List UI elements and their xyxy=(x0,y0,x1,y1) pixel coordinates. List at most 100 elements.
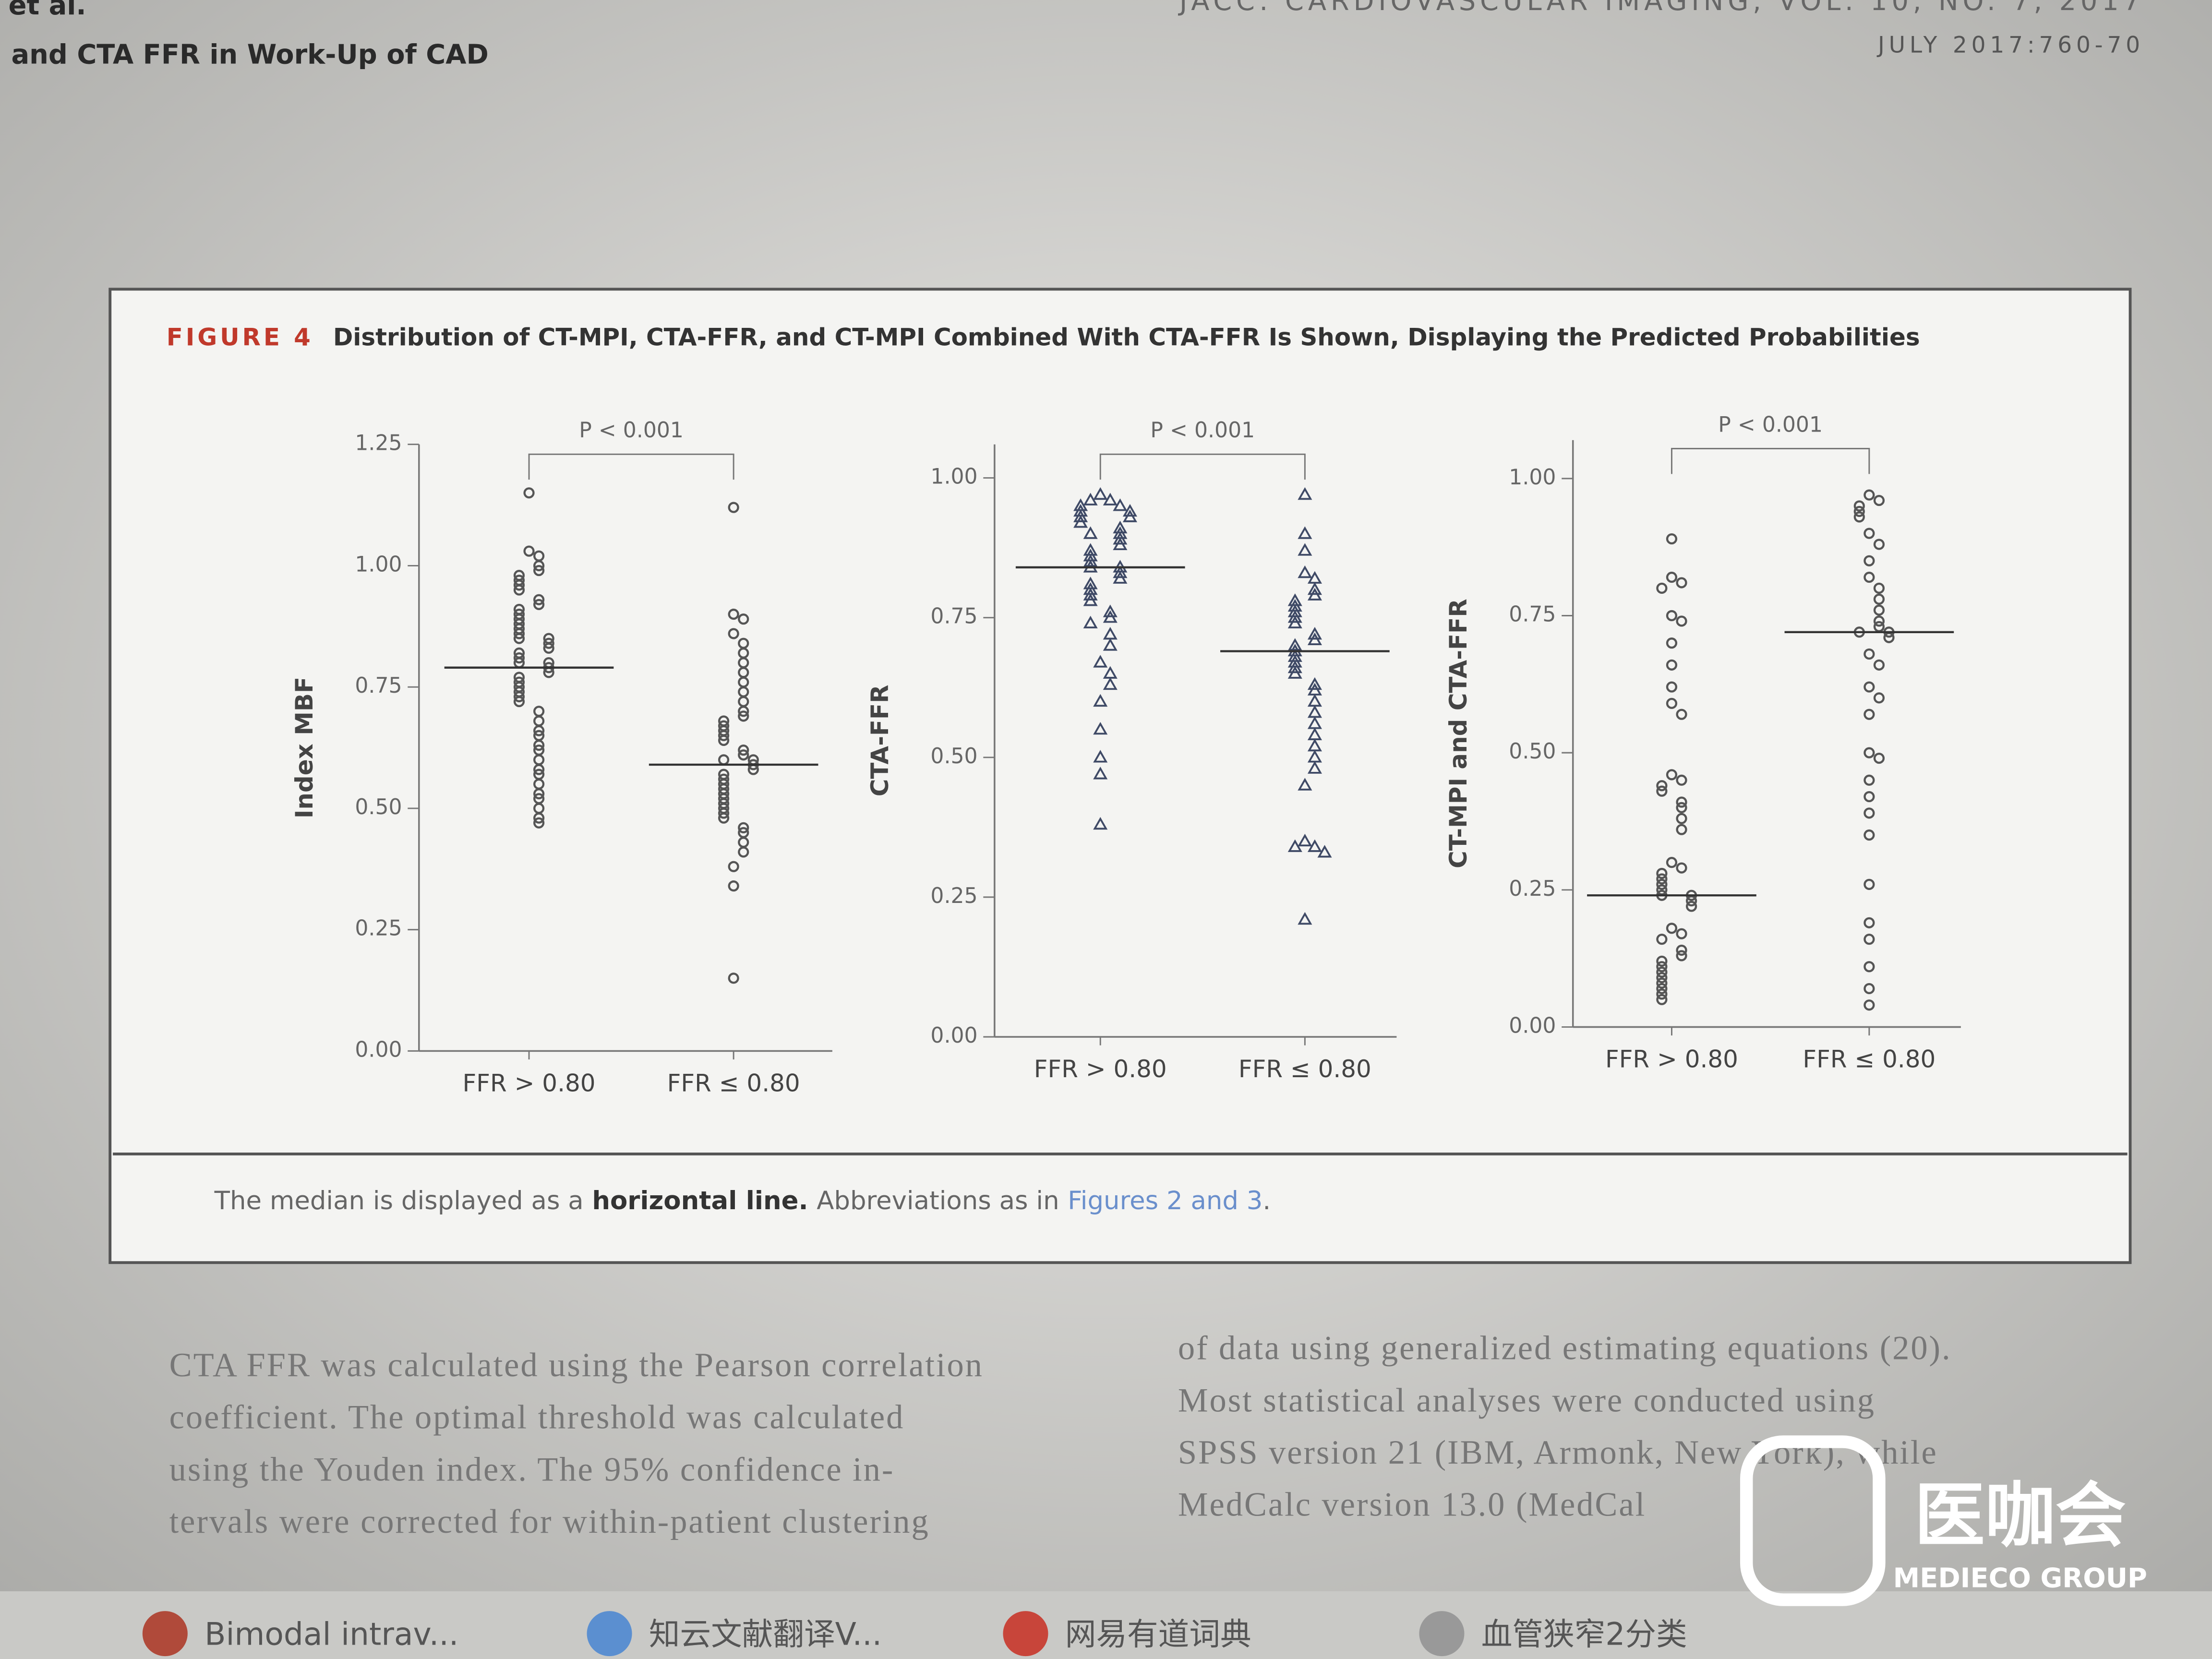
data-point xyxy=(1656,977,1668,989)
y-tick-label: 1.00 xyxy=(1509,465,1556,490)
data-point xyxy=(1317,845,1332,858)
caption-link[interactable]: Figures 2 and 3 xyxy=(1068,1186,1262,1215)
data-point xyxy=(1873,615,1885,627)
data-point xyxy=(1113,498,1128,511)
taskbar-item[interactable]: 血管狭窄2分类 xyxy=(1481,1617,1687,1653)
caption-bold: horizontal line. xyxy=(592,1186,808,1215)
taskbar-icon xyxy=(1419,1611,1465,1657)
data-point xyxy=(1287,660,1302,673)
data-point xyxy=(1093,767,1108,780)
data-point xyxy=(1666,769,1678,781)
data-point xyxy=(1093,817,1108,830)
data-point xyxy=(1676,813,1687,824)
taskbar-item[interactable]: 网易有道词典 xyxy=(1065,1617,1251,1653)
data-point xyxy=(1863,829,1875,841)
data-point xyxy=(1307,632,1322,645)
data-point xyxy=(738,706,749,717)
data-point xyxy=(513,652,525,664)
x-tick-label: FFR > 0.80 xyxy=(1605,1045,1738,1073)
data-point xyxy=(1666,637,1678,649)
data-point xyxy=(1093,487,1108,500)
data-point xyxy=(1656,961,1668,973)
data-point xyxy=(1083,588,1098,601)
data-point xyxy=(1298,912,1312,925)
header-date: JULY 2017:760-70 xyxy=(1876,32,2144,58)
data-point xyxy=(728,608,739,620)
data-point xyxy=(1666,681,1678,693)
body-line: Most statistical analyses were conducted… xyxy=(1178,1382,1875,1419)
p-value: P < 0.001 xyxy=(579,418,684,443)
data-point xyxy=(1103,610,1118,623)
body-line: tervals were corrected for within-patien… xyxy=(169,1503,930,1540)
y-tick-label: 0.00 xyxy=(355,1037,402,1062)
body-line: CTA FFR was calculated using the Pearson… xyxy=(169,1346,984,1384)
data-point xyxy=(1073,515,1088,528)
data-point xyxy=(513,696,525,708)
data-point xyxy=(738,749,749,761)
data-point xyxy=(1083,593,1098,606)
data-point xyxy=(1656,785,1668,797)
data-point xyxy=(1287,610,1302,623)
data-point xyxy=(1656,867,1668,879)
data-point xyxy=(1863,878,1875,890)
data-point xyxy=(1676,928,1687,939)
data-point xyxy=(523,545,535,557)
data-point xyxy=(728,973,739,984)
taskbar-items: Bimodal intrav... 知云文献翻译V... 网易有道词典 血管狭窄2分类 xyxy=(142,1611,1687,1657)
data-point xyxy=(1656,955,1668,967)
data-point xyxy=(1863,999,1875,1011)
data-point xyxy=(1676,577,1687,589)
data-point xyxy=(1122,504,1138,517)
data-point xyxy=(1676,796,1687,808)
data-point xyxy=(513,628,525,639)
data-point xyxy=(1873,604,1885,616)
watermark-group: MEDIECO GROUP xyxy=(1893,1563,2147,1594)
data-point xyxy=(1083,526,1098,539)
data-point xyxy=(1113,532,1128,545)
data-point xyxy=(533,739,545,751)
data-point xyxy=(1307,761,1322,774)
x-tick-label: FFR ≤ 0.80 xyxy=(667,1069,800,1097)
data-point xyxy=(1676,774,1687,786)
data-point xyxy=(543,642,554,654)
data-point xyxy=(718,730,730,741)
y-tick-label: 0.25 xyxy=(1509,877,1556,901)
data-point xyxy=(1676,950,1687,962)
data-point xyxy=(738,846,749,858)
data-point xyxy=(1863,571,1875,583)
data-point xyxy=(1863,489,1875,501)
y-tick-label: 0.75 xyxy=(1509,602,1556,627)
y-tick-label: 0.00 xyxy=(1509,1013,1556,1038)
y-tick-label: 0.75 xyxy=(355,673,402,698)
data-point xyxy=(1656,878,1668,890)
taskbar-item[interactable]: 知云文献翻译V... xyxy=(649,1617,882,1653)
data-point xyxy=(738,822,749,833)
y-tick-label: 0.50 xyxy=(1509,739,1556,764)
data-point xyxy=(1073,509,1088,522)
data-point xyxy=(1103,677,1118,690)
y-tick-label: 1.00 xyxy=(930,465,977,489)
watermark-name: 医咖会 xyxy=(1914,1475,2126,1557)
data-point xyxy=(1298,526,1312,539)
data-point xyxy=(738,613,749,625)
data-point xyxy=(1656,582,1668,594)
p-value: P < 0.001 xyxy=(1718,413,1823,437)
data-point xyxy=(533,565,545,577)
data-point xyxy=(1666,857,1678,868)
data-point xyxy=(1298,487,1312,500)
y-tick-label: 0.25 xyxy=(930,884,977,908)
data-point xyxy=(533,788,545,800)
data-point xyxy=(1676,615,1687,627)
caption-text: . xyxy=(1262,1186,1271,1215)
data-point xyxy=(1103,493,1118,505)
taskbar-item[interactable]: Bimodal intrav... xyxy=(204,1617,458,1653)
data-point xyxy=(1093,721,1108,735)
significance-bracket xyxy=(528,453,734,480)
data-point xyxy=(513,691,525,703)
data-point xyxy=(1863,774,1875,786)
body-line: using the Youden index. The 95% confiden… xyxy=(169,1451,895,1488)
data-point xyxy=(1287,615,1302,629)
data-point xyxy=(1863,709,1875,720)
data-point xyxy=(1656,934,1668,945)
data-point xyxy=(513,584,525,596)
